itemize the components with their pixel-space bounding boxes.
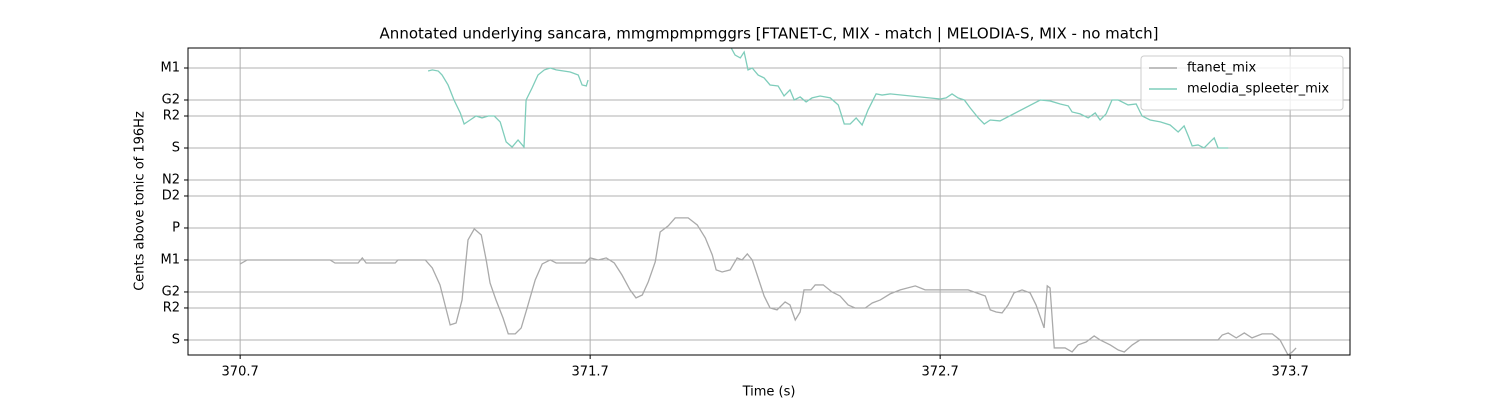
- x-tick-label: 370.7: [222, 365, 259, 380]
- y-tick-label: M1: [161, 60, 181, 75]
- x-tick-label: 373.7: [1272, 365, 1309, 380]
- y-tick-label: S: [172, 332, 180, 347]
- plot-area: [239, 48, 1297, 355]
- y-tick-label: N2: [162, 172, 180, 187]
- y-tick-label: R2: [163, 108, 180, 123]
- line: [239, 217, 1297, 355]
- y-tick-label: P: [172, 220, 180, 235]
- legend-label: melodia_spleeter_mix: [1187, 82, 1329, 97]
- legend: ftanet_mix melodia_spleeter_mix: [1140, 55, 1344, 111]
- line: [730, 48, 1229, 149]
- legend-box: [1140, 55, 1344, 111]
- axes-frame: [187, 47, 1351, 356]
- chart-title: Annotated underlying sancara, mmgmpmpmgg…: [380, 25, 1159, 43]
- x-axis-label: Time (s): [742, 385, 796, 400]
- y-tick-label: M1: [161, 252, 181, 267]
- y-tick-label: G2: [162, 284, 180, 299]
- legend-label: ftanet_mix: [1187, 61, 1257, 76]
- y-axis-label: Cents above tonic of 196Hz: [133, 111, 148, 291]
- y-tick-label: R2: [163, 300, 180, 315]
- y-tick-label: S: [172, 140, 180, 155]
- x-tick-label: 372.7: [922, 365, 959, 380]
- line: [427, 67, 589, 149]
- y-tick-label: D2: [162, 188, 180, 203]
- y-tick-label: G2: [162, 92, 180, 107]
- x-tick-label: 371.7: [572, 365, 609, 380]
